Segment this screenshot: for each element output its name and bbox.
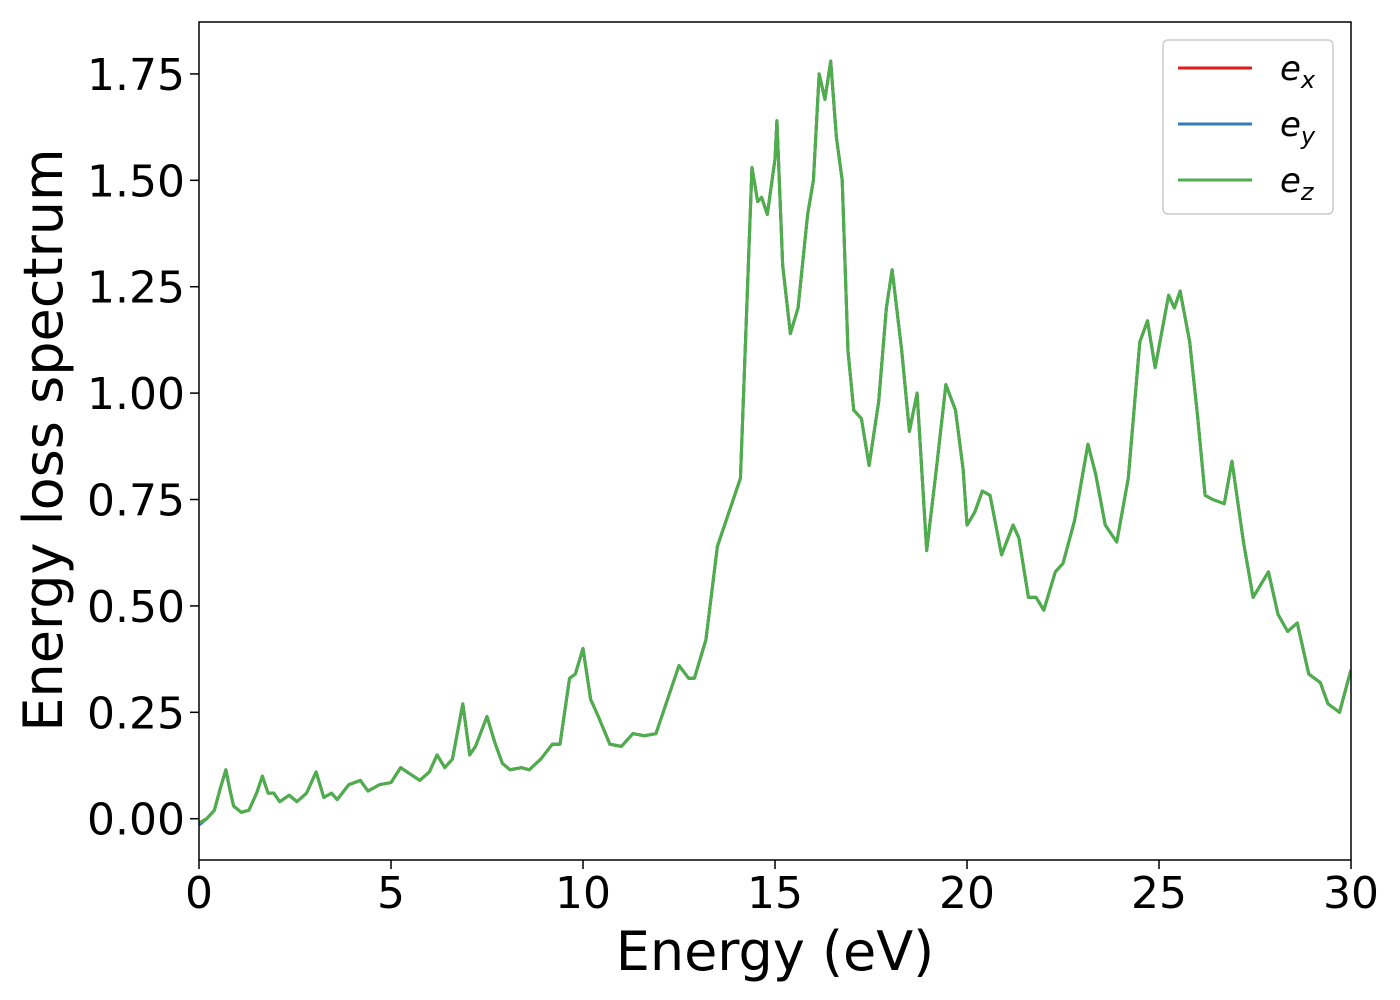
legend-name: e (1280, 105, 1301, 145)
legend-label: ex (1280, 49, 1316, 94)
y-tick-label: 0.50 (87, 582, 185, 633)
y-tick-label: 0.75 (87, 476, 185, 527)
y-tick-label: 1.25 (87, 263, 185, 314)
legend-box (1162, 39, 1334, 215)
legend-subscript: y (1300, 122, 1316, 150)
x-axis-label: Energy (eV) (616, 920, 935, 983)
legend-subscript: x (1300, 66, 1316, 94)
y-tick-label: 1.50 (87, 156, 185, 207)
y-tick-label: 1.75 (87, 50, 185, 101)
y-tick-label: 1.00 (87, 369, 185, 420)
x-tick-label: 30 (1323, 868, 1379, 919)
legend-label: ey (1280, 105, 1316, 150)
plot-frame (198, 21, 1352, 861)
legend-name: e (1280, 49, 1301, 89)
y-tick-label: 0.25 (87, 688, 185, 739)
legend-label: ez (1280, 161, 1315, 206)
x-tick-label: 20 (939, 868, 995, 919)
series-line (199, 59, 1351, 825)
legend-subscript: z (1300, 178, 1315, 206)
x-tick-label: 10 (555, 868, 611, 919)
x-tick-label: 5 (377, 868, 405, 919)
x-tick-label: 25 (1131, 868, 1187, 919)
x-tick-label: 15 (747, 868, 803, 919)
y-axis-label: Energy loss spectrum (12, 148, 75, 731)
y-tick-label: 0.00 (87, 795, 185, 846)
legend-name: e (1280, 161, 1301, 201)
x-tick-label: 0 (185, 868, 213, 919)
